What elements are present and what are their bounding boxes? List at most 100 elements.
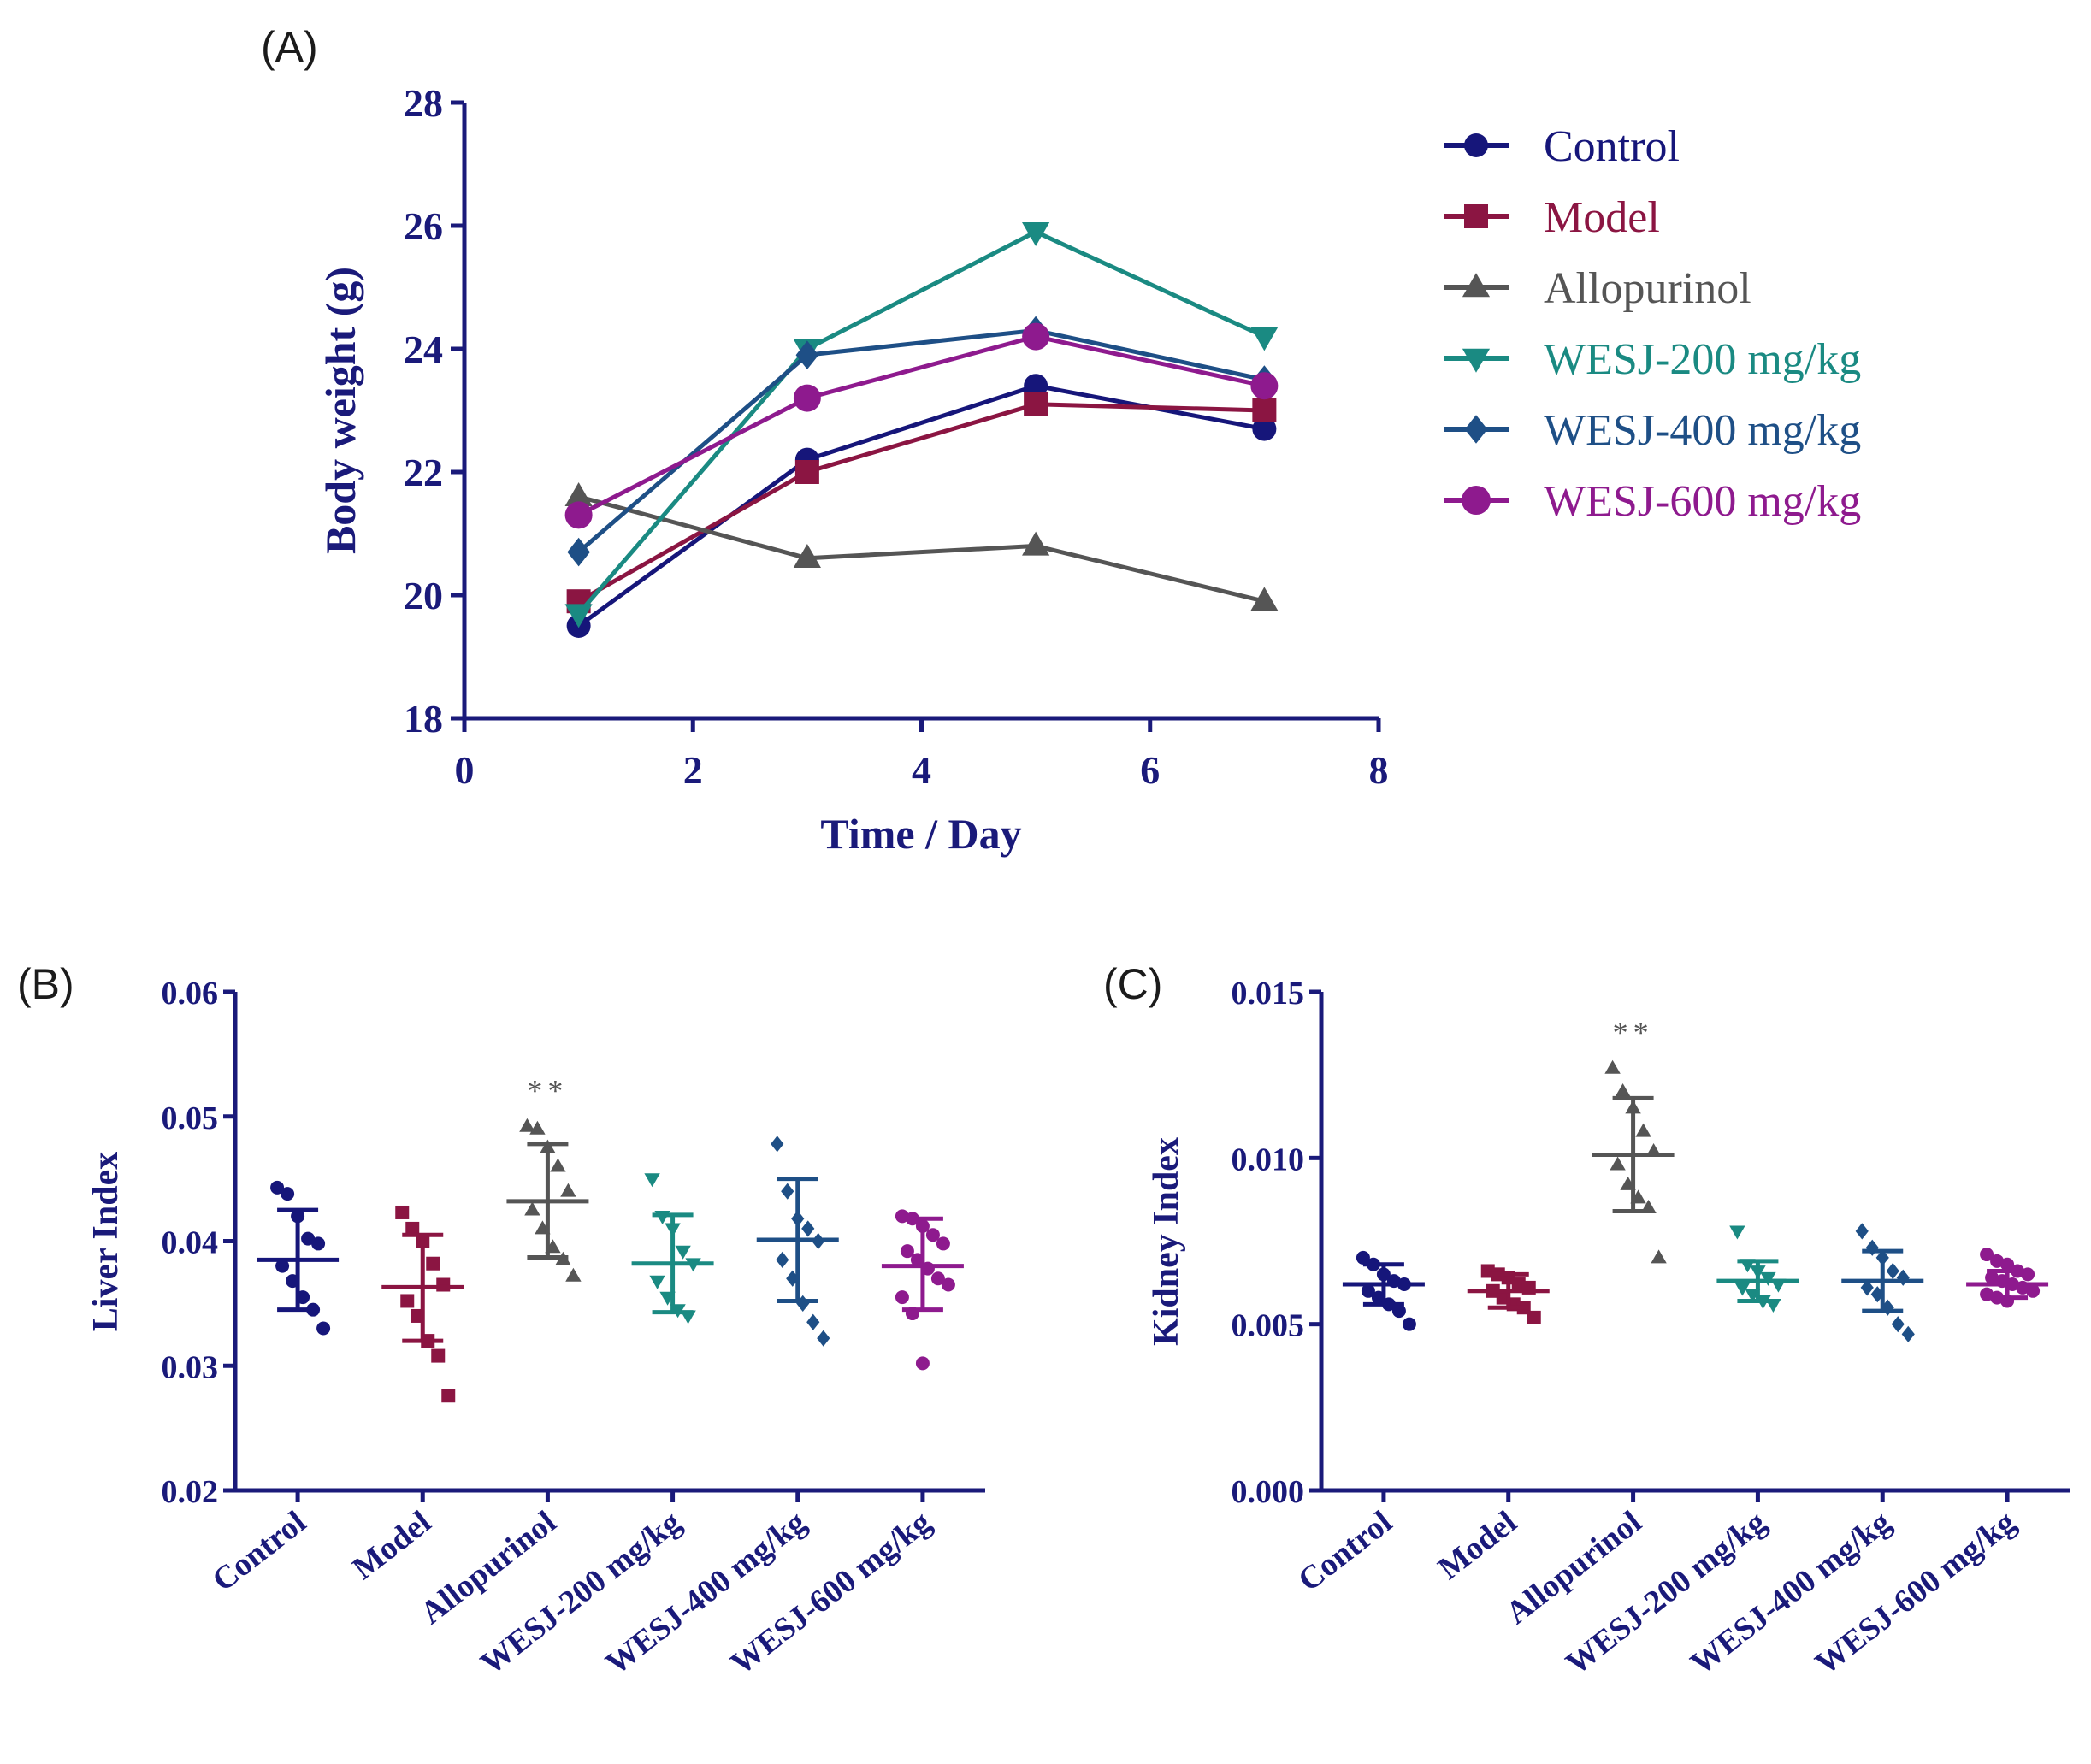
data-point-wesj-600-mg-kg	[1022, 322, 1050, 351]
panel-a-x-tick-label: 8	[1369, 748, 1389, 792]
legend-label-wesj-200-mg-kg: WESJ-200 mg/kg	[1544, 335, 1861, 384]
data-point-wesj-600-mg-kg	[793, 384, 821, 412]
data-point-model	[1252, 398, 1277, 422]
series-line-allopurinol	[577, 494, 1265, 604]
panel-c-data-point-model	[1527, 1310, 1541, 1324]
panel-b-data-point-control	[301, 1231, 316, 1246]
panel-b-y-tick-label: 0.03	[162, 1349, 219, 1385]
panel-a-y-tick-label: 18	[404, 697, 443, 740]
panel-c-significance-annotation: **	[1613, 1015, 1654, 1049]
panel-b-data-point-allopurinol	[550, 1158, 566, 1172]
panel-b-data-point-control	[281, 1187, 295, 1201]
data-point-control	[1024, 374, 1048, 398]
panel-c-data-point-wesj-400-mg-kg	[1891, 1316, 1905, 1333]
panel-c-data-point-wesj-600-mg-kg	[2000, 1257, 2015, 1271]
panel-c-data-point-wesj-600-mg-kg	[2026, 1283, 2041, 1298]
panel-b-data-point-wesj-400-mg-kg	[781, 1183, 794, 1200]
panel-b-data-point-model	[426, 1256, 440, 1271]
panel-c-y-tick-label: 0.010	[1232, 1142, 1305, 1177]
panel-b-data-point-control	[275, 1259, 290, 1273]
data-point-allopurinol	[1250, 587, 1279, 611]
panel-b-data-point-control	[270, 1180, 285, 1195]
panel-c-label: (C)	[1103, 960, 1162, 1008]
panel-c-data-point-wesj-200-mg-kg	[1729, 1225, 1745, 1240]
panel-c-data-point-control	[1402, 1317, 1416, 1331]
panel-b-y-tick-label: 0.04	[162, 1225, 219, 1261]
data-point-model	[794, 460, 819, 484]
panel-b-data-point-wesj-400-mg-kg	[806, 1313, 820, 1330]
data-point-wesj-400-mg-kg	[567, 537, 590, 567]
panel-c-data-point-allopurinol	[1604, 1059, 1621, 1074]
legend-label-wesj-600-mg-kg: WESJ-600 mg/kg	[1544, 477, 1861, 526]
panel-b-data-point-wesj-600-mg-kg	[930, 1271, 945, 1286]
panel-c-data-point-allopurinol	[1635, 1123, 1651, 1137]
panel-c-data-point-allopurinol	[1651, 1249, 1667, 1264]
legend-label-model: Model	[1544, 193, 1660, 242]
panel-b-y-tick-label: 0.05	[162, 1100, 219, 1136]
data-point-model	[1024, 392, 1048, 416]
legend-marker-wesj-200-mg-kg	[1462, 348, 1491, 373]
panel-b-data-point-wesj-200-mg-kg	[654, 1210, 670, 1224]
panel-c-data-point-wesj-400-mg-kg	[1865, 1239, 1879, 1256]
panel-a-x-tick-label: 2	[683, 748, 703, 792]
data-point-wesj-600-mg-kg	[1250, 372, 1279, 400]
panel-b-data-point-allopurinol	[565, 1267, 582, 1282]
panel-a-y-tick-label: 28	[404, 81, 443, 125]
panel-b-data-point-control	[311, 1236, 326, 1251]
panel-a-label: (A)	[261, 23, 318, 71]
panel-b-data-point-wesj-400-mg-kg	[817, 1330, 830, 1347]
panel-b-x-tick-label-control: Control	[206, 1504, 313, 1599]
data-point-wesj-600-mg-kg	[564, 501, 593, 529]
data-point-allopurinol	[793, 544, 821, 568]
data-point-allopurinol	[564, 482, 593, 506]
panel-b-data-point-wesj-200-mg-kg	[649, 1275, 665, 1289]
series-line-control	[577, 383, 1265, 628]
panel-b-data-point-model	[405, 1221, 420, 1236]
panel-c-data-point-control	[1356, 1250, 1370, 1265]
panel-b-data-point-model	[441, 1389, 456, 1403]
panel-b-data-point-wesj-200-mg-kg	[644, 1173, 660, 1188]
panel-b-data-point-model	[400, 1294, 415, 1308]
panel-b-data-point-wesj-600-mg-kg	[941, 1277, 955, 1292]
panel-c-data-point-wesj-400-mg-kg	[1860, 1279, 1874, 1296]
panel-b-data-point-wesj-600-mg-kg	[915, 1356, 930, 1371]
panel-b-data-point-wesj-400-mg-kg	[796, 1295, 810, 1312]
legend-marker-wesj-400-mg-kg	[1464, 415, 1488, 444]
panel-c-data-point-wesj-400-mg-kg	[1886, 1262, 1899, 1280]
legend-label-wesj-400-mg-kg: WESJ-400 mg/kg	[1544, 406, 1861, 455]
panel-c-data-point-control	[1391, 1304, 1406, 1319]
panel-c-data-point-wesj-400-mg-kg	[1855, 1223, 1869, 1240]
panel-c-data-point-wesj-400-mg-kg	[1901, 1325, 1915, 1342]
panel-a-y-tick-label: 24	[404, 327, 443, 371]
panel-b-data-point-allopurinol	[529, 1120, 546, 1135]
panel-b-data-point-wesj-600-mg-kg	[936, 1236, 950, 1251]
panel-a-x-tick-label: 6	[1140, 748, 1160, 792]
series-line-wesj-600-mg-kg	[577, 334, 1265, 517]
panel-c-data-point-wesj-200-mg-kg	[1734, 1282, 1751, 1296]
data-point-wesj-200-mg-kg	[1022, 222, 1050, 246]
panel-b-label: (B)	[17, 960, 74, 1008]
panel-c-data-point-allopurinol	[1610, 1156, 1626, 1171]
panel-a-x-axis-title: Time / Day	[820, 810, 1021, 858]
panel-a-y-axis-title: Body weight (g)	[316, 267, 364, 554]
legend-marker-control	[1464, 133, 1488, 157]
panel-b-data-point-allopurinol	[560, 1183, 576, 1197]
panel-a-x-tick-label: 4	[912, 748, 931, 792]
legend-marker-allopurinol	[1462, 273, 1491, 298]
panel-a-x-tick-label: 0	[455, 748, 475, 792]
panel-c-data-point-wesj-600-mg-kg	[1980, 1248, 1994, 1262]
panel-c-data-point-allopurinol	[1615, 1083, 1631, 1097]
panel-b-y-tick-label: 0.02	[162, 1474, 219, 1510]
series-line-model	[577, 402, 1265, 604]
series-line-wesj-200-mg-kg	[576, 229, 1266, 616]
panel-b-data-point-wesj-600-mg-kg	[900, 1244, 914, 1259]
panel-b-data-point-allopurinol	[524, 1201, 540, 1216]
panel-b-data-point-control	[316, 1321, 331, 1336]
panel-c-y-tick-label: 0.015	[1232, 976, 1305, 1012]
panel-c-y-axis-title: Kidney Index	[1147, 1137, 1186, 1346]
panel-b-data-point-model	[395, 1205, 410, 1219]
